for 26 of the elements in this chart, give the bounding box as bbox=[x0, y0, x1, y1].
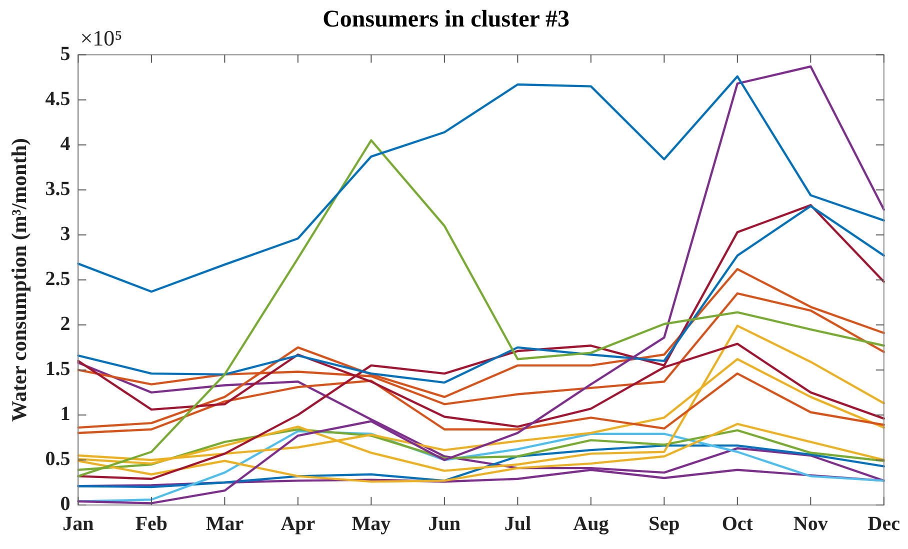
y-tick-label: 0 bbox=[60, 493, 70, 516]
text: ×10⁵ bbox=[80, 26, 122, 51]
x-tick-label: Sep bbox=[648, 513, 680, 536]
chart-title: Consumers in cluster #3 bbox=[322, 6, 570, 33]
x-tick-label: Oct bbox=[722, 513, 754, 536]
y-tick-label: 2.5 bbox=[45, 268, 70, 290]
x-tick-label: Jun bbox=[428, 513, 461, 536]
y-axis-title: Water consumption (m³/month) bbox=[7, 138, 32, 422]
y-tick-label: 0.5 bbox=[45, 448, 70, 470]
y-tick-label: 3.5 bbox=[45, 178, 70, 200]
y-tick-label: 3 bbox=[60, 223, 70, 246]
y-tick-label: 4.5 bbox=[45, 88, 70, 110]
y-tick-label: 4 bbox=[60, 133, 70, 156]
x-tick-label: Apr bbox=[280, 513, 316, 536]
x-tick-label: Mar bbox=[206, 513, 244, 536]
x-tick-label: Dec bbox=[868, 513, 900, 536]
x-tick-label: Jul bbox=[504, 513, 532, 536]
y-tick-label: 1.5 bbox=[45, 358, 70, 380]
x-tick-label: Feb bbox=[135, 513, 168, 536]
x-tick-label: Nov bbox=[793, 513, 828, 536]
y-tick-label: 5 bbox=[60, 42, 70, 65]
x-tick-label: Jan bbox=[62, 513, 94, 536]
x-tick-label: Aug bbox=[573, 513, 609, 536]
y-tick-label: 2 bbox=[60, 313, 70, 336]
x-tick-label: May bbox=[352, 513, 391, 536]
y-tick-label: 1 bbox=[60, 403, 70, 426]
